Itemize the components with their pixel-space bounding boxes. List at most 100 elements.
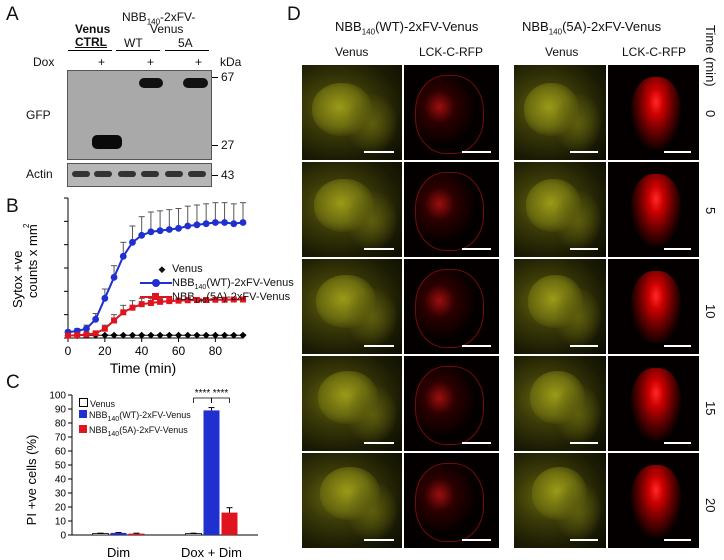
actin-band-6 — [188, 171, 206, 177]
micrograph-5a-venus-t10 — [514, 259, 606, 354]
chart-b-point — [184, 297, 191, 304]
chart-b-point — [240, 296, 246, 303]
scale-bar — [364, 248, 394, 250]
chart-b-point — [129, 304, 136, 311]
membrane-signal — [415, 74, 484, 155]
chart-c-ytick-label: 10 — [55, 517, 67, 528]
chart-b-ylabel-1: Sytox +ve — [10, 251, 25, 308]
legend-c-wt: NBB140(WT)-2xFV-Venus — [79, 410, 191, 425]
gfp-blot — [67, 70, 212, 160]
band-wt-67kda — [139, 78, 163, 88]
chart-c-bar — [203, 410, 220, 535]
scale-bar — [570, 248, 598, 250]
chart-b-point — [138, 331, 146, 339]
micrograph-5a-lck-t20 — [608, 453, 699, 548]
col-lck-5a: LCK-C-RFP — [622, 45, 687, 59]
cell-body — [555, 94, 602, 153]
micrograph-wt-venus-t0 — [302, 65, 402, 160]
chart-b-point — [92, 315, 100, 323]
time-label-15: 15 — [703, 400, 718, 415]
micrograph-wt-venus-t5 — [302, 162, 402, 257]
cell-body — [555, 482, 602, 541]
chart-b-point — [156, 331, 164, 339]
scale-bar — [462, 539, 491, 541]
time-header: Time (min) — [703, 25, 718, 87]
actin-band-5 — [165, 171, 183, 177]
scale-bar — [664, 539, 691, 541]
chart-b-point — [230, 296, 237, 303]
chart-c-bar — [185, 533, 202, 536]
scale-bar — [664, 442, 691, 444]
chart-b-point — [138, 231, 146, 239]
micrograph-5a-lck-t15 — [608, 356, 699, 451]
chart-b-point — [230, 331, 238, 339]
square-marker-icon — [140, 293, 172, 301]
chart-c-category-label: Dim — [107, 545, 130, 560]
chart-c-ytick-label: 100 — [49, 391, 66, 402]
scale-bar — [364, 345, 394, 347]
chart-c-bar — [128, 533, 145, 535]
chart-b-point — [175, 331, 183, 339]
chart-b-point — [221, 331, 229, 339]
chart-b-point — [230, 220, 238, 228]
mw-27: 27 — [221, 138, 235, 152]
chart-b-xtick-label: 0 — [65, 344, 72, 358]
circle-marker-icon — [140, 279, 172, 288]
chart-c-ytick-label: 30 — [55, 489, 67, 500]
cell-body — [347, 482, 397, 541]
micrograph-wt-lck-t10 — [404, 259, 499, 354]
membrane-signal — [415, 171, 484, 252]
actin-band-4 — [141, 171, 159, 177]
chart-b-xtick-label: 60 — [172, 344, 186, 358]
chart-b-point — [193, 221, 201, 229]
membrane-signal — [630, 76, 681, 150]
chart-b-point — [165, 331, 173, 339]
membrane-signal — [415, 268, 484, 349]
micrograph-wt-lck-t5 — [404, 162, 499, 257]
ctrl-underline — [68, 50, 112, 51]
time-label-0: 0 — [703, 109, 718, 117]
mw-tick-27 — [212, 145, 218, 146]
dox-plus-2: + — [147, 55, 155, 69]
chart-c-ytick-label: 20 — [55, 503, 67, 514]
chart-b-point — [157, 298, 164, 305]
chart-c-ylabel: PI +ve cells (%) — [24, 435, 39, 526]
cell-body — [347, 94, 397, 153]
micrograph-wt-venus-t15 — [302, 356, 402, 451]
chart-b-point — [92, 330, 99, 337]
membrane-signal — [630, 464, 681, 538]
pi-bar-chart: PI +ve cells (%) 0 10 20 30 40 50 60 70 80 90 100 D… — [24, 388, 258, 560]
chart-b-point — [211, 331, 219, 339]
time-label-5: 5 — [703, 206, 718, 214]
sytox-timecourse-chart: Sytox +ve counts x mm 2 Time (min) 0 20 40… — [10, 197, 247, 376]
chart-c-ytick-label: 60 — [55, 447, 67, 458]
actin-label: Actin — [26, 167, 53, 181]
cell-body — [347, 385, 397, 444]
mw-tick-43 — [212, 175, 218, 176]
fivea-underline — [165, 50, 209, 51]
membrane-signal — [630, 270, 681, 344]
chart-b-point — [239, 331, 247, 339]
construct-header-line3: Venus — [150, 22, 184, 36]
scale-bar — [462, 248, 491, 250]
chart-c-ytick-label: 70 — [55, 433, 67, 444]
chart-c-sig-bracket — [211, 397, 230, 403]
chart-b-point — [212, 296, 219, 303]
chart-c-ytick-label: 0 — [60, 531, 66, 542]
legend-b-wt: NBB140(WT)-2xFV-Venus — [140, 277, 294, 291]
chart-c-ytick-label: 80 — [55, 419, 67, 430]
chart-c-category-label: Dox + Dim — [181, 545, 242, 560]
chart-c-bar — [92, 533, 109, 536]
chart-b-point — [83, 331, 90, 338]
chart-b-point — [147, 228, 155, 236]
scale-bar — [364, 539, 394, 541]
panel-label-d: D — [287, 4, 301, 25]
ctrl-header: CTRL — [75, 35, 107, 49]
chart-b-xtick-label: 80 — [209, 344, 223, 358]
actin-band-3 — [118, 171, 136, 177]
micrograph-5a-venus-t0 — [514, 65, 606, 160]
legend-c-5a: NBB140(5A)-2xFV-Venus — [79, 424, 191, 440]
col-lck-wt: LCK-C-RFP — [419, 45, 484, 59]
scale-bar — [364, 151, 394, 153]
chart-b-point — [202, 220, 210, 228]
